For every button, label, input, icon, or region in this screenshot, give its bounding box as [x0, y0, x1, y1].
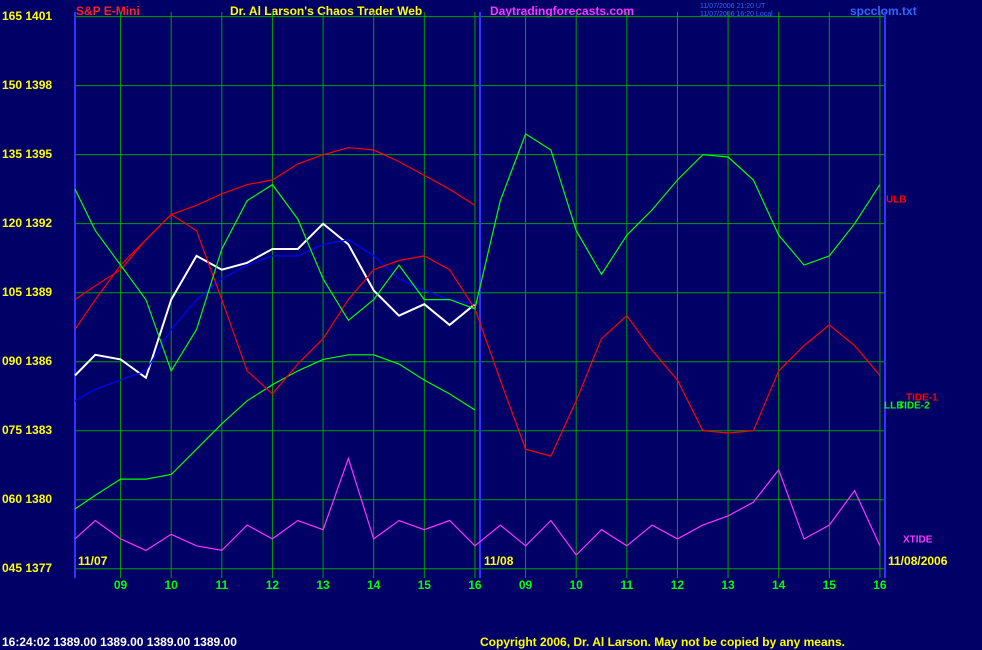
- y-tick-label: 105 1389: [2, 285, 52, 299]
- series-label: LLB: [884, 401, 903, 412]
- x-tick-label: 12: [266, 578, 280, 592]
- y-tick-label: 045 1377: [2, 561, 52, 575]
- y-tick-label: 060 1380: [2, 492, 52, 506]
- file-name: spcclom.txt: [850, 4, 917, 18]
- x-tick-label: 15: [823, 578, 837, 592]
- series-line: [74, 222, 476, 380]
- y-tick-label: 165 1401: [2, 9, 52, 23]
- x-tick-label: 14: [772, 578, 786, 592]
- x-tick-label: 11: [215, 578, 228, 592]
- site: Daytradingforecasts.com: [490, 4, 634, 18]
- date-label: 11/08: [484, 554, 514, 568]
- x-tick-label: 13: [316, 578, 330, 592]
- series-label: XTIDE: [903, 535, 933, 546]
- series-label: TIDE-2: [898, 401, 930, 412]
- y-tick-label: 075 1383: [2, 423, 52, 437]
- y-tick-label: 120 1392: [2, 216, 52, 230]
- series-line: [74, 147, 476, 330]
- series-line: [74, 456, 881, 556]
- chart-title: Dr. Al Larson's Chaos Trader Web: [230, 4, 422, 18]
- series-label: ULB: [886, 195, 907, 206]
- symbol: S&P E-Mini: [76, 4, 140, 18]
- x-tick-label: 10: [165, 578, 179, 592]
- timestamp: 11/07/2006 21:20 UT: [700, 3, 766, 10]
- x-tick-label: 11: [620, 578, 633, 592]
- x-tick-label: 16: [873, 578, 887, 592]
- timestamp: 11/07/2006 16:20 Local: [700, 11, 773, 18]
- y-tick-label: 090 1386: [2, 354, 52, 368]
- x-tick-label: 12: [671, 578, 685, 592]
- quote: 16:24:02 1389.00 1389.00 1389.00 1389.00: [2, 635, 237, 649]
- series-label: TIDE-1: [906, 393, 938, 404]
- series-line: [74, 132, 881, 373]
- x-tick-label: 15: [418, 578, 432, 592]
- date-label: 11/07: [78, 554, 108, 568]
- series-line: [74, 239, 476, 402]
- x-tick-label: 10: [570, 578, 584, 592]
- copyright: Copyright 2006, Dr. Al Larson. May not b…: [480, 635, 845, 649]
- x-tick-label: 09: [519, 578, 533, 592]
- date-label: 11/08/2006: [888, 554, 948, 568]
- x-tick-label: 16: [468, 578, 482, 592]
- x-tick-label: 14: [367, 578, 381, 592]
- series-line: [74, 354, 476, 510]
- y-tick-label: 150 1398: [2, 78, 52, 92]
- x-tick-label: 13: [721, 578, 735, 592]
- y-tick-label: 135 1395: [2, 147, 52, 161]
- x-tick-label: 09: [114, 578, 128, 592]
